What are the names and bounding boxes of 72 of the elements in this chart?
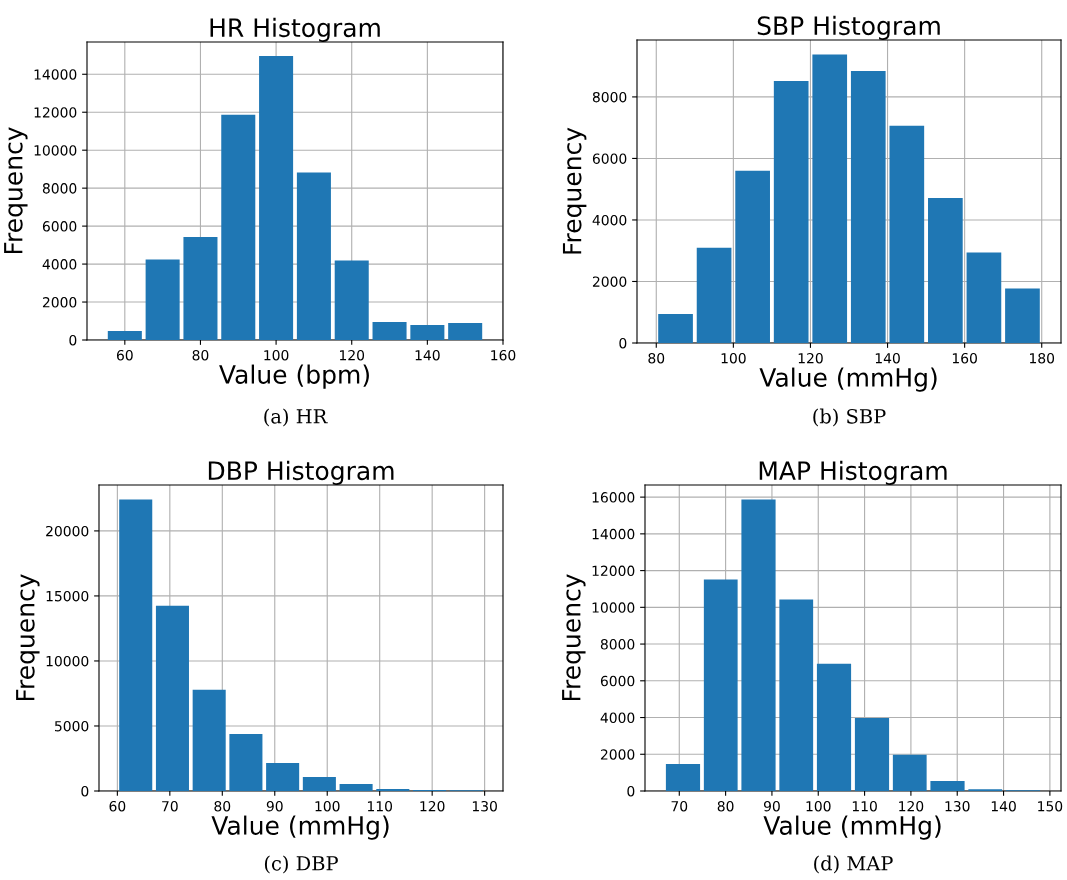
x-tick-label: 160	[491, 349, 516, 361]
x-tick-label: 80	[648, 352, 665, 364]
chart-title: DBP Histogram	[208, 460, 394, 485]
x-tick-label: 120	[798, 352, 823, 364]
text: (c) DBP	[264, 855, 338, 874]
x-tick-label: 80	[192, 349, 209, 361]
y-tick-label: 15000	[46, 590, 89, 602]
x-tick-label: 140	[415, 349, 440, 361]
x-tick-label: 160	[952, 352, 977, 364]
y-tick-label: 10000	[46, 655, 89, 667]
x-tick-label: 100	[721, 352, 746, 364]
x-tick-label: 140	[991, 800, 1016, 812]
y-tick-label: 6000	[592, 153, 627, 164]
y-tick-label: 14000	[34, 69, 77, 80]
text: (b) SBP	[813, 408, 886, 427]
x-tick-label: 120	[420, 800, 445, 812]
x-axis-title: Value (bpm)	[219, 364, 369, 389]
y-axis-title: Frequency	[562, 127, 587, 254]
y-tick-label: 6000	[600, 675, 635, 687]
y-tick-label: 20000	[46, 525, 89, 537]
y-tick-label: 6000	[42, 221, 77, 232]
x-tick-label: 150	[1038, 800, 1063, 812]
y-tick-label: 10000	[592, 602, 635, 613]
x-tick-label: 180	[1030, 352, 1055, 364]
chart-title: MAP Histogram	[759, 460, 947, 485]
x-tick-label: 100	[315, 800, 340, 812]
y-tick-label: 12000	[592, 565, 635, 577]
y-tick-label: 12000	[34, 107, 77, 118]
x-tick-label: 90	[763, 800, 780, 812]
y-tick-label: 0	[69, 334, 77, 346]
x-axis-title: Value (mmHg)	[211, 815, 389, 840]
y-axis-title: Frequency	[16, 574, 40, 701]
x-tick-label: 130	[472, 800, 497, 812]
x-tick-label: 70	[162, 800, 178, 812]
y-tick-label: 10000	[34, 145, 77, 156]
y-tick-label: 5000	[55, 720, 89, 732]
x-tick-label: 60	[109, 800, 126, 812]
x-tick-label: 110	[367, 800, 393, 812]
x-tick-label: 130	[945, 800, 970, 812]
y-tick-label: 4000	[42, 259, 77, 270]
y-tick-label: 0	[619, 337, 627, 349]
x-tick-label: 120	[340, 349, 365, 361]
y-tick-label: 0	[81, 785, 89, 797]
y-tick-label: 2000	[592, 276, 627, 287]
x-tick-label: 90	[266, 800, 283, 812]
x-tick-label: 80	[717, 800, 734, 812]
x-tick-label: 60	[116, 349, 133, 361]
chart-title: HR Histogram	[210, 17, 380, 42]
text: (d) MAP	[814, 855, 893, 874]
x-tick-label: 70	[671, 800, 688, 812]
chart-title: SBP Histogram	[757, 15, 940, 40]
y-tick-label: 2000	[600, 749, 635, 760]
y-tick-label: 2000	[42, 297, 77, 308]
x-tick-label: 80	[214, 800, 231, 812]
x-tick-label: 100	[264, 349, 289, 361]
text: (a) HR	[264, 408, 328, 427]
y-tick-label: 0	[627, 785, 635, 797]
y-tick-label: 8000	[42, 183, 77, 194]
x-axis-title: Value (mmHg)	[759, 367, 937, 392]
y-axis-title: Frequency	[4, 127, 28, 254]
y-tick-label: 14000	[592, 528, 635, 540]
x-axis-title: Value (mmHg)	[763, 815, 941, 840]
x-tick-label: 140	[875, 352, 900, 364]
y-tick-label: 8000	[592, 91, 627, 103]
x-tick-label: 110	[852, 800, 877, 812]
x-tick-label: 100	[806, 800, 831, 812]
y-tick-label: 4000	[592, 214, 627, 226]
y-tick-label: 16000	[592, 492, 635, 503]
x-tick-label: 120	[899, 800, 924, 812]
y-tick-label: 4000	[600, 712, 635, 723]
y-axis-title: Frequency	[562, 574, 586, 701]
y-tick-label: 8000	[600, 639, 635, 650]
